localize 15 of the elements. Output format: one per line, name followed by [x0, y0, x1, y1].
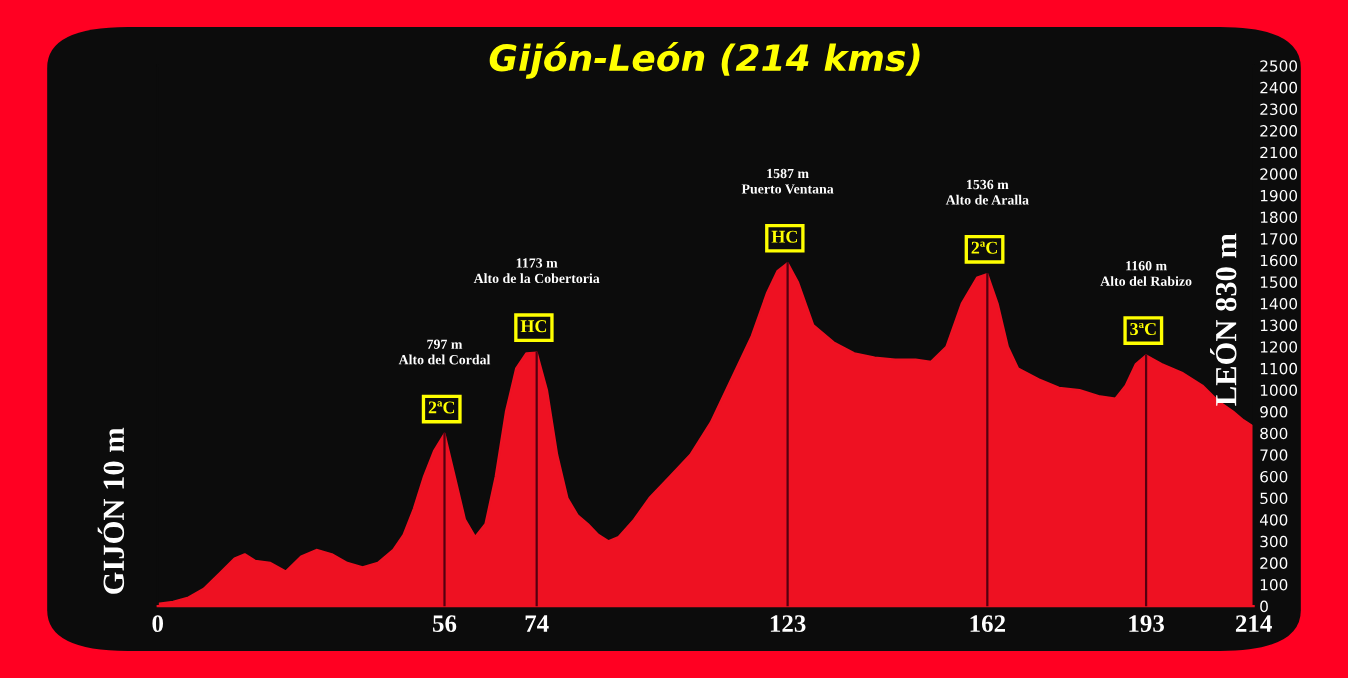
annotation: 2ªC [428, 401, 455, 414]
x-tick-label: 74 [525, 615, 549, 632]
x-tick-label: 56 [433, 615, 457, 633]
annotation: HC [520, 320, 547, 333]
y2-axis-title: LEÓN 830 m [1210, 233, 1237, 406]
annotation: 2ªC [971, 241, 997, 254]
x-tick-label: 162 [970, 615, 1006, 633]
x-tick-label: 193 [1129, 615, 1164, 633]
x-tick-label: 214 [1235, 615, 1272, 632]
annotation: 3ªC [1130, 322, 1156, 336]
chart-title: Gijón-León (214 kms) [489, 41, 920, 79]
x-tick-label: 123 [770, 615, 806, 633]
x-tick-label: 0 [152, 615, 164, 633]
annotation: HC [771, 230, 797, 243]
y-axis-title: GIJÓN 10 m [97, 427, 125, 594]
